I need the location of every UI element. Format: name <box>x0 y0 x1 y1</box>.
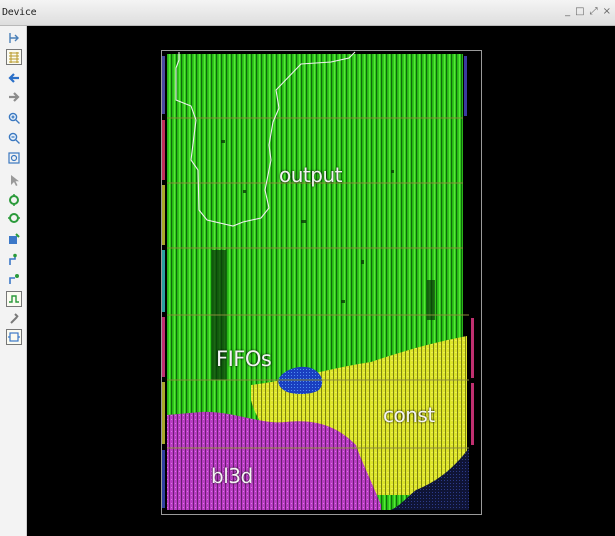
maximize-button[interactable]: □ <box>575 6 585 17</box>
zoom-fit-button[interactable] <box>6 150 22 166</box>
route-view-icon <box>9 52 19 63</box>
device-floorplan-graphic <box>161 50 482 515</box>
fifos-placement-region <box>278 366 323 395</box>
unroute-icon <box>9 274 19 284</box>
bl3d-placement-region <box>167 411 381 510</box>
fpga-device-floorplan[interactable]: output FIFOs const bl3d <box>161 50 482 515</box>
clock-region-grid <box>167 117 469 449</box>
toggle-panel-icon <box>9 33 19 43</box>
timing-icon <box>9 295 19 303</box>
timing-button[interactable] <box>6 291 22 307</box>
mark-button[interactable] <box>6 231 22 247</box>
window-title: Device <box>2 7 37 18</box>
zoom-fit-icon <box>8 152 20 164</box>
device-toolbar <box>0 26 27 536</box>
bl3d-region-label: bl3d <box>211 464 253 488</box>
select-cursor-icon <box>11 175 19 186</box>
mark-icon <box>9 233 20 244</box>
const-region-label: const <box>383 403 435 427</box>
schematic-button[interactable] <box>6 329 22 345</box>
route-button[interactable] <box>6 252 22 268</box>
back-arrow-icon <box>8 73 19 83</box>
toggle-panel-button[interactable] <box>6 30 22 46</box>
forward-arrow-icon <box>9 92 20 102</box>
route-icon <box>9 253 17 265</box>
zoom-out-icon <box>8 132 20 144</box>
zoom-out-button[interactable] <box>6 130 22 146</box>
device-canvas[interactable]: output FIFOs const bl3d <box>27 26 615 536</box>
route-view-button[interactable] <box>6 49 22 65</box>
zoom-in-button[interactable] <box>6 110 22 126</box>
back-button[interactable] <box>6 70 22 86</box>
output-region-label: output <box>279 163 342 187</box>
unhighlight-icon <box>8 213 20 223</box>
unused-region <box>391 448 469 510</box>
forward-button[interactable] <box>6 89 22 105</box>
pin-icon <box>10 313 19 324</box>
pin-button[interactable] <box>6 310 22 326</box>
schematic-icon <box>8 332 20 342</box>
unhighlight-button[interactable] <box>6 210 22 226</box>
output-pblock-outline <box>175 51 356 227</box>
close-button[interactable]: × <box>602 6 611 17</box>
highlight-button[interactable] <box>6 192 22 208</box>
select-button[interactable] <box>6 172 22 188</box>
unroute-button[interactable] <box>6 271 22 287</box>
fifos-region-label: FIFOs <box>216 347 272 371</box>
highlight-icon <box>9 194 19 206</box>
window-titlebar: Device _ □ ⤢ × <box>0 0 615 26</box>
zoom-in-icon <box>8 112 20 124</box>
minimize-button[interactable]: _ <box>565 6 571 17</box>
window-controls: _ □ ⤢ × <box>565 7 611 17</box>
restore-button[interactable]: ⤢ <box>589 6 598 17</box>
